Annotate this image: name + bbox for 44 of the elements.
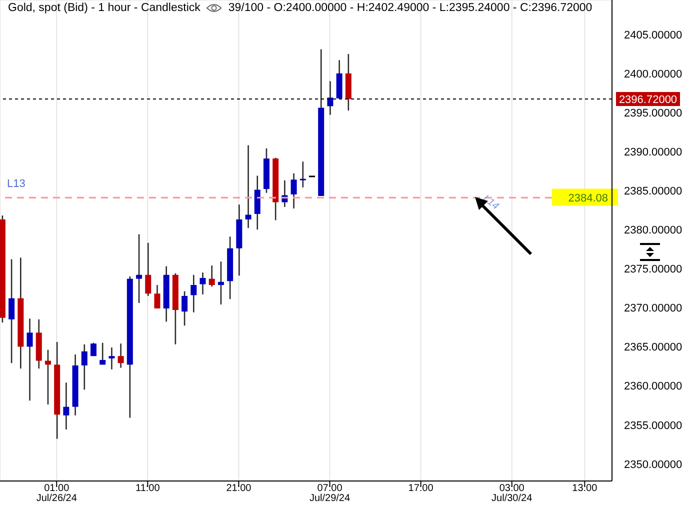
x-tick-label: 01:00 Jul/26/24 [36, 483, 78, 504]
candlestick [327, 80, 334, 116]
candlestick [154, 284, 160, 310]
candlestick [200, 272, 206, 296]
candlestick [300, 160, 306, 188]
candlestick [190, 274, 197, 313]
chart-title: Gold, spot (Bid) - 1 hour - Candlestick [8, 2, 200, 14]
y-tick-label: 2370.00000 [624, 302, 682, 315]
y-tick-label: 2350.00000 [624, 458, 682, 471]
x-tick-label: 07:00 Jul/29/24 [309, 483, 350, 504]
ref-line-label: 2384.08 [568, 192, 608, 205]
candlestick [290, 172, 297, 210]
y-tick-label: 2405.00000 [624, 29, 682, 42]
candlestick [118, 342, 124, 368]
y-tick-label: 2355.00000 [624, 420, 682, 432]
candlestick [100, 342, 106, 366]
y-tick-label: 2365.00000 [624, 342, 682, 354]
candlestick [63, 382, 70, 430]
candlestick [208, 264, 215, 288]
candlestick [81, 344, 88, 390]
x-tick-label: 21:00 [226, 483, 252, 494]
annotation: L13 [7, 178, 26, 190]
y-tick-label: 2395.00000 [624, 107, 682, 120]
candlestick [26, 318, 33, 402]
candlestick [245, 144, 252, 229]
candlestick [90, 342, 96, 357]
y-tick-label: 2400.00000 [624, 68, 682, 80]
y-tick-label: 2390.00000 [624, 146, 682, 158]
candlestick [218, 260, 224, 306]
y-tick-label: 2380.00000 [624, 224, 682, 237]
y-tick-label: 2375.00000 [624, 264, 682, 276]
candlestick [145, 242, 152, 297]
x-tick-label: 17:00 [408, 483, 434, 494]
ref-line-label: 2396.72000 [618, 94, 678, 106]
chart-subtitle: 39/100 - O:2400.00000 - H:2402.49000 - L:2395.24000 - C:2396.72000 [228, 2, 592, 14]
x-tick-label: 11:00 [136, 483, 160, 494]
candlestick [108, 346, 115, 370]
candlestick [182, 290, 188, 326]
y-tick-label: 2360.00000 [624, 380, 682, 393]
x-tick-label: 13:00 [572, 483, 598, 494]
candlestick [8, 258, 15, 364]
y-tick-label: 2385.00000 [624, 186, 682, 198]
candlestick [136, 234, 142, 304]
x-tick-label: 03:00 Jul/30/24 [492, 483, 533, 504]
